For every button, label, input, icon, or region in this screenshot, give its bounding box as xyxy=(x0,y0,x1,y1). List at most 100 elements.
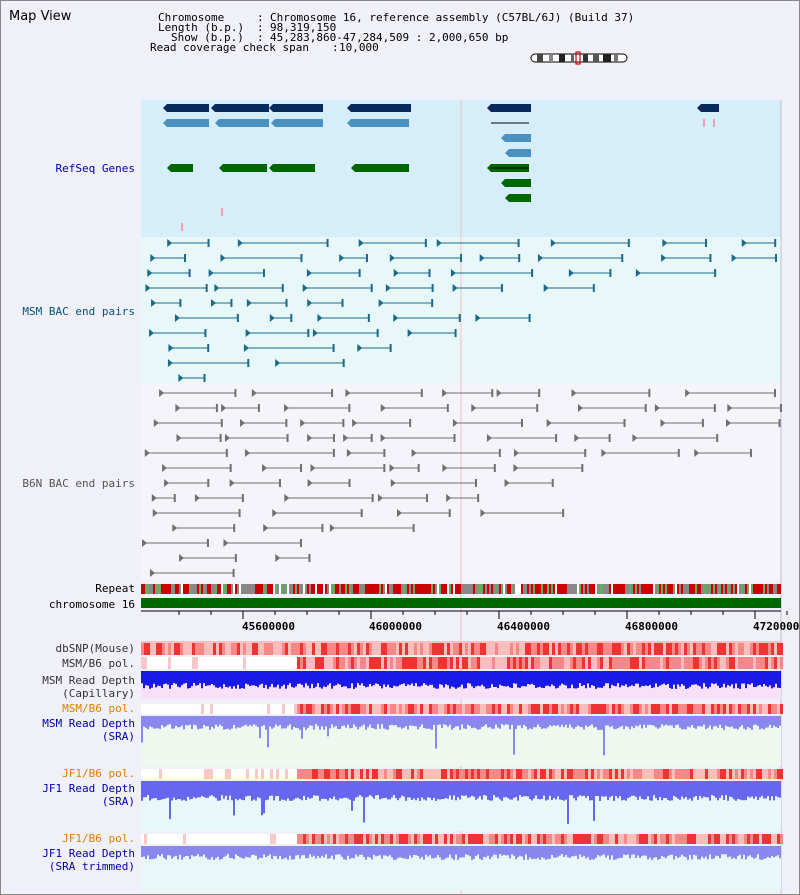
repeat-block xyxy=(765,584,767,594)
polymorphism-cell xyxy=(732,704,735,714)
repeat-block xyxy=(737,584,739,594)
bac-end-marker xyxy=(243,344,249,352)
depth-bar xyxy=(147,671,149,686)
polymorphism-cell xyxy=(504,657,507,669)
polymorphism-cell xyxy=(444,834,447,844)
depth-bar xyxy=(561,671,563,684)
repeat-block xyxy=(671,584,673,594)
depth-bar xyxy=(671,716,673,726)
polymorphism-cell xyxy=(453,704,456,714)
polymorphism-cell xyxy=(375,704,378,714)
depth-bar xyxy=(745,781,747,801)
polymorphism-cell xyxy=(543,769,546,779)
polymorphism-cell xyxy=(291,657,294,669)
depth-bar xyxy=(441,716,443,729)
track-label-dbsnp[interactable]: dbSNP(Mouse) xyxy=(55,642,135,655)
track-label-msm-depth-sra-1[interactable]: MSM Read Depth xyxy=(42,717,135,730)
depth-bar xyxy=(725,846,727,855)
pink-marker xyxy=(181,223,183,231)
polymorphism-cell xyxy=(606,704,609,714)
polymorphism-cell xyxy=(330,769,333,779)
polymorphism-cell xyxy=(609,657,612,669)
depth-bar xyxy=(591,781,593,801)
polymorphism-cell xyxy=(435,643,438,655)
depth-bar xyxy=(509,846,511,859)
depth-bar xyxy=(197,671,199,686)
depth-bar xyxy=(767,716,769,728)
bac-end-marker xyxy=(208,269,214,277)
repeat-block xyxy=(597,584,599,594)
repeat-block xyxy=(753,584,755,594)
depth-bar xyxy=(483,716,485,727)
depth-bar xyxy=(491,716,493,729)
polymorphism-cell xyxy=(684,704,687,714)
polymorphism-cell xyxy=(222,834,225,844)
polymorphism-cell xyxy=(654,834,657,844)
polymorphism-cell xyxy=(183,769,186,779)
repeat-block xyxy=(377,584,379,594)
depth-bar xyxy=(557,671,559,688)
depth-bar xyxy=(153,781,155,799)
polymorphism-cell xyxy=(201,643,204,655)
polymorphism-cell xyxy=(228,643,231,655)
bac-end-marker xyxy=(188,269,191,277)
depth-bar xyxy=(771,671,773,689)
track-label-refseq[interactable]: RefSeq Genes xyxy=(55,162,135,175)
repeat-block xyxy=(175,584,177,594)
bac-end-marker xyxy=(555,434,558,442)
polymorphism-cell xyxy=(393,657,396,669)
depth-bar xyxy=(201,671,203,689)
depth-bar xyxy=(325,781,327,800)
chromosome-ideogram[interactable] xyxy=(529,51,631,65)
track-label-msm-pol-2[interactable]: MSM/B6 pol. xyxy=(62,702,135,715)
depth-bar xyxy=(731,716,733,727)
bac-end-marker xyxy=(149,569,155,577)
depth-bar xyxy=(657,671,659,687)
polymorphism-cell xyxy=(645,643,648,655)
depth-bar xyxy=(769,846,771,859)
polymorphism-cell xyxy=(246,704,249,714)
polymorphism-cell xyxy=(459,704,462,714)
track-label-msm-pol-1[interactable]: MSM/B6 pol. xyxy=(62,657,135,670)
depth-bar xyxy=(427,846,429,857)
depth-bar xyxy=(703,671,705,684)
track-label-msm-depth-cap-1[interactable]: MSM Read Depth xyxy=(42,674,135,687)
polymorphism-cell xyxy=(711,769,714,779)
depth-bar xyxy=(453,716,455,728)
polymorphism-cell xyxy=(666,769,669,779)
depth-bar xyxy=(315,781,317,796)
depth-bar xyxy=(617,846,619,859)
depth-bar xyxy=(227,671,229,688)
depth-bar xyxy=(589,716,591,726)
depth-bar xyxy=(455,671,457,689)
polymorphism-cell xyxy=(639,657,642,669)
track-label-msm-bac[interactable]: MSM BAC end pairs xyxy=(22,305,135,318)
polymorphism-cell xyxy=(720,704,723,714)
depth-bar xyxy=(245,671,247,684)
polymorphism-cell xyxy=(387,657,390,669)
track-label-repeat[interactable]: Repeat xyxy=(95,582,135,595)
polymorphism-cell xyxy=(468,769,471,779)
depth-bar xyxy=(499,781,501,800)
polymorphism-cell xyxy=(153,769,156,779)
polymorphism-cell xyxy=(213,643,216,655)
polymorphism-cell xyxy=(666,657,669,669)
polymorphism-cell xyxy=(162,834,165,844)
polymorphism-cell xyxy=(732,769,735,779)
polymorphism-cell xyxy=(393,704,396,714)
depth-bar xyxy=(673,846,675,860)
pink-marker xyxy=(703,119,705,127)
depth-bar xyxy=(311,671,313,684)
track-label-b6n-bac[interactable]: B6N BAC end pairs xyxy=(22,477,135,490)
depth-bar xyxy=(655,716,657,728)
track-label-jf1-pol-2[interactable]: JF1/B6 pol. xyxy=(62,832,135,845)
depth-bar xyxy=(563,781,565,801)
track-label-jf1-pol-1[interactable]: JF1/B6 pol. xyxy=(62,767,135,780)
depth-bar xyxy=(583,671,585,685)
polymorphism-cell xyxy=(243,834,246,844)
track-label-jf1-depth-trim-1[interactable]: JF1 Read Depth xyxy=(42,847,135,860)
track-label-jf1-depth-sra-1[interactable]: JF1 Read Depth xyxy=(42,782,135,795)
polymorphism-cell xyxy=(573,834,576,844)
repeat-block xyxy=(443,584,445,594)
